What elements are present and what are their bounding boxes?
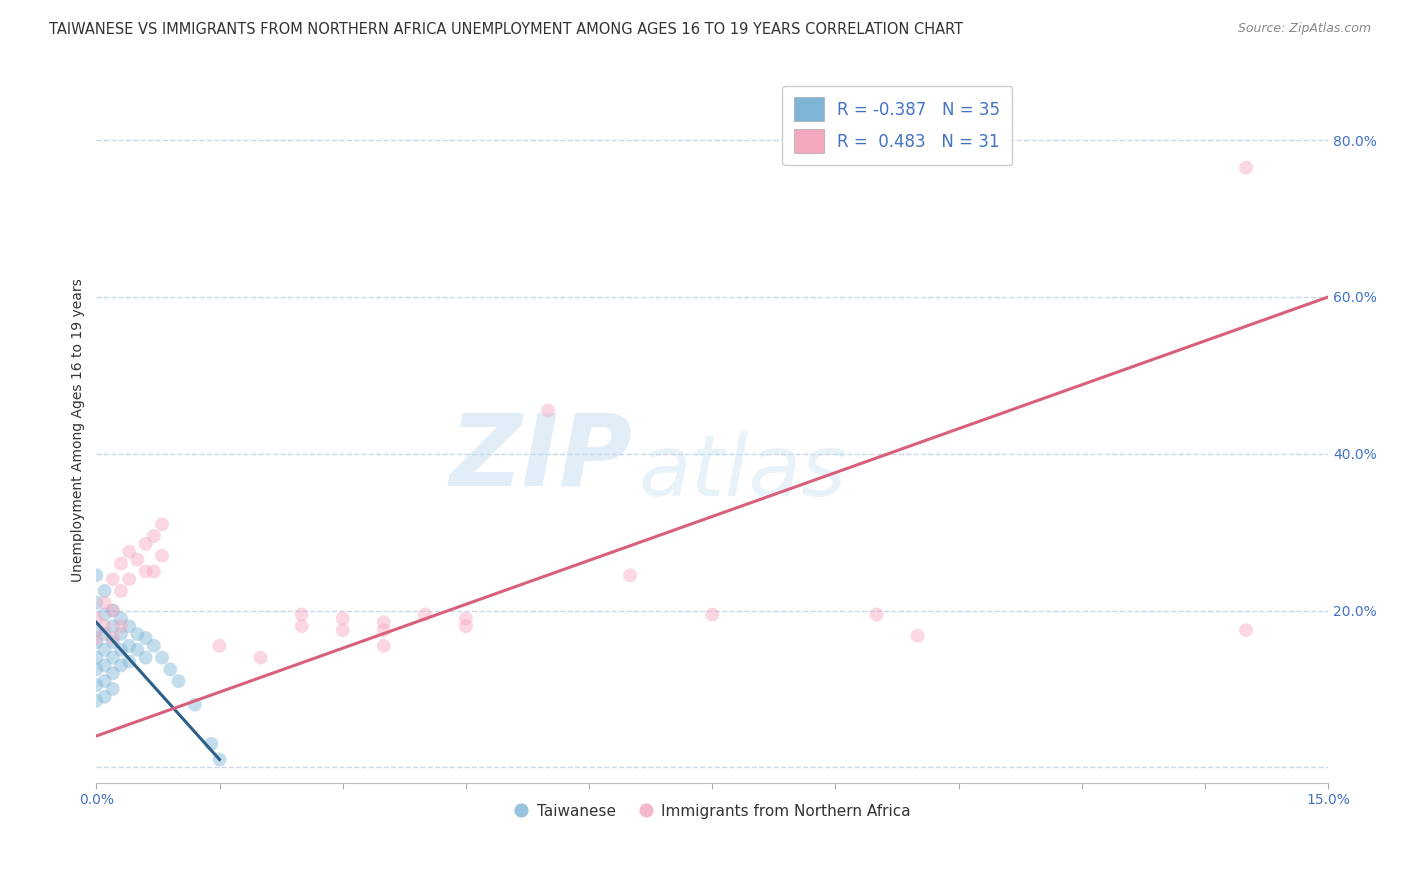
Point [101,631,124,645]
Point [118,655,141,669]
Point [110,557,132,571]
Point [93,690,115,704]
Point [101,619,124,633]
Point [127,552,149,566]
Point [118,619,141,633]
Point [150,650,173,665]
Point [110,584,132,599]
Point [1234,161,1257,175]
Text: ZIP: ZIP [449,410,633,507]
Point [101,603,124,617]
Point [291,619,314,633]
Point [93,619,115,633]
Point [249,650,271,665]
Point [332,623,354,637]
Point [86,611,108,625]
Point [110,642,132,657]
Point [413,607,436,622]
Point [865,607,887,622]
Point [135,565,157,579]
Point [373,615,395,630]
Point [93,642,115,657]
Point [150,549,173,563]
Point [86,635,108,649]
Point [907,629,929,643]
Point [208,752,231,766]
Point [332,611,354,625]
Point [101,650,124,665]
Point [142,639,165,653]
Point [86,623,108,637]
Point [127,642,149,657]
Point [619,568,641,582]
Point [101,635,124,649]
Text: TAIWANESE VS IMMIGRANTS FROM NORTHERN AFRICA UNEMPLOYMENT AMONG AGES 16 TO 19 YE: TAIWANESE VS IMMIGRANTS FROM NORTHERN AF… [49,22,963,37]
Text: Source: ZipAtlas.com: Source: ZipAtlas.com [1237,22,1371,36]
Point [150,517,173,532]
Point [373,639,395,653]
Point [93,596,115,610]
Point [454,619,477,633]
Point [86,631,108,645]
Point [135,631,157,645]
Y-axis label: Unemployment Among Ages 16 to 19 years: Unemployment Among Ages 16 to 19 years [72,278,86,582]
Text: atlas: atlas [638,431,846,514]
Point [86,568,108,582]
Point [93,658,115,673]
Point [118,639,141,653]
Point [93,627,115,641]
Point [135,650,157,665]
Point [86,650,108,665]
Point [93,607,115,622]
Point [110,619,132,633]
Point [86,596,108,610]
Point [167,674,190,689]
Point [93,674,115,689]
Point [93,584,115,599]
Point [86,678,108,692]
Point [101,572,124,586]
Point [142,529,165,543]
Point [454,611,477,625]
Point [373,623,395,637]
Point [200,737,222,751]
Point [159,662,181,676]
Point [101,603,124,617]
Point [702,607,724,622]
Point [110,627,132,641]
Point [86,662,108,676]
Point [86,694,108,708]
Point [184,698,207,712]
Point [110,658,132,673]
Legend: Taiwanese, Immigrants from Northern Africa: Taiwanese, Immigrants from Northern Afri… [508,797,917,825]
Point [127,627,149,641]
Point [291,607,314,622]
Point [110,611,132,625]
Point [118,545,141,559]
Point [118,572,141,586]
Point [135,537,157,551]
Point [1234,623,1257,637]
Point [537,403,560,417]
Point [208,639,231,653]
Point [101,666,124,681]
Point [142,565,165,579]
Point [101,681,124,696]
